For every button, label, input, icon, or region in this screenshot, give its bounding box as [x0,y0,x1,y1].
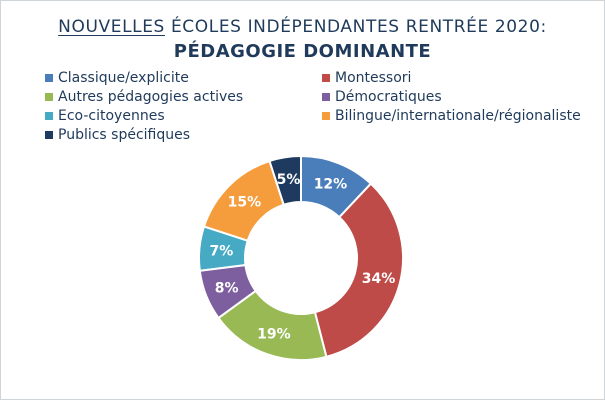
chart-subtitle: PÉDAGOGIE DOMINANTE [173,41,432,62]
data-label-1: 34% [362,271,396,287]
chart-legend: Classique/explicite Montessori Autres pé… [1,1,605,151]
donut-slice-6 [268,154,302,207]
legend-swatch [322,74,330,82]
legend-item-montessori: Montessori [322,70,411,86]
legend-item-classique: Classique/explicite [45,70,189,86]
legend-label: Démocratiques [335,89,442,105]
legend-item-publics: Publics spécifiques [45,127,190,143]
legend-swatch [45,74,53,82]
legend-item-democratiques: Démocratiques [322,89,442,105]
legend-label: Montessori [335,70,412,86]
legend-label: Eco-citoyennes [58,108,165,124]
legend-swatch [322,112,330,120]
chart-title-underlined: NOUVELLES [58,17,165,37]
chart-title: NOUVELLES ÉCOLES INDÉPENDANTES RENTRÉE 2… [1,17,604,37]
legend-item-autres: Autres pédagogies actives [45,89,243,105]
legend-item-eco: Eco-citoyennes [45,108,165,124]
data-label-6: 5% [277,172,301,188]
data-label-5: 15% [228,194,262,210]
chart-title-rest: ÉCOLES INDÉPENDANTES RENTRÉE 2020: [170,17,547,37]
data-label-0: 12% [314,177,348,193]
data-label-4: 7% [209,243,233,259]
legend-label: Autres pédagogies actives [58,89,244,105]
donut-slice-1 [313,182,404,359]
legend-swatch [45,93,53,101]
legend-label: Classique/explicite [58,70,189,86]
legend-swatch [45,112,53,120]
legend-swatch [322,93,330,101]
legend-label: Publics spécifiques [58,127,191,143]
legend-item-bilingue: Bilingue/internationale/régionaliste [322,108,581,124]
legend-swatch [45,131,53,139]
data-label-2: 19% [257,326,291,342]
legend-label: Bilingue/internationale/régionaliste [335,108,581,124]
data-label-3: 8% [215,280,239,296]
